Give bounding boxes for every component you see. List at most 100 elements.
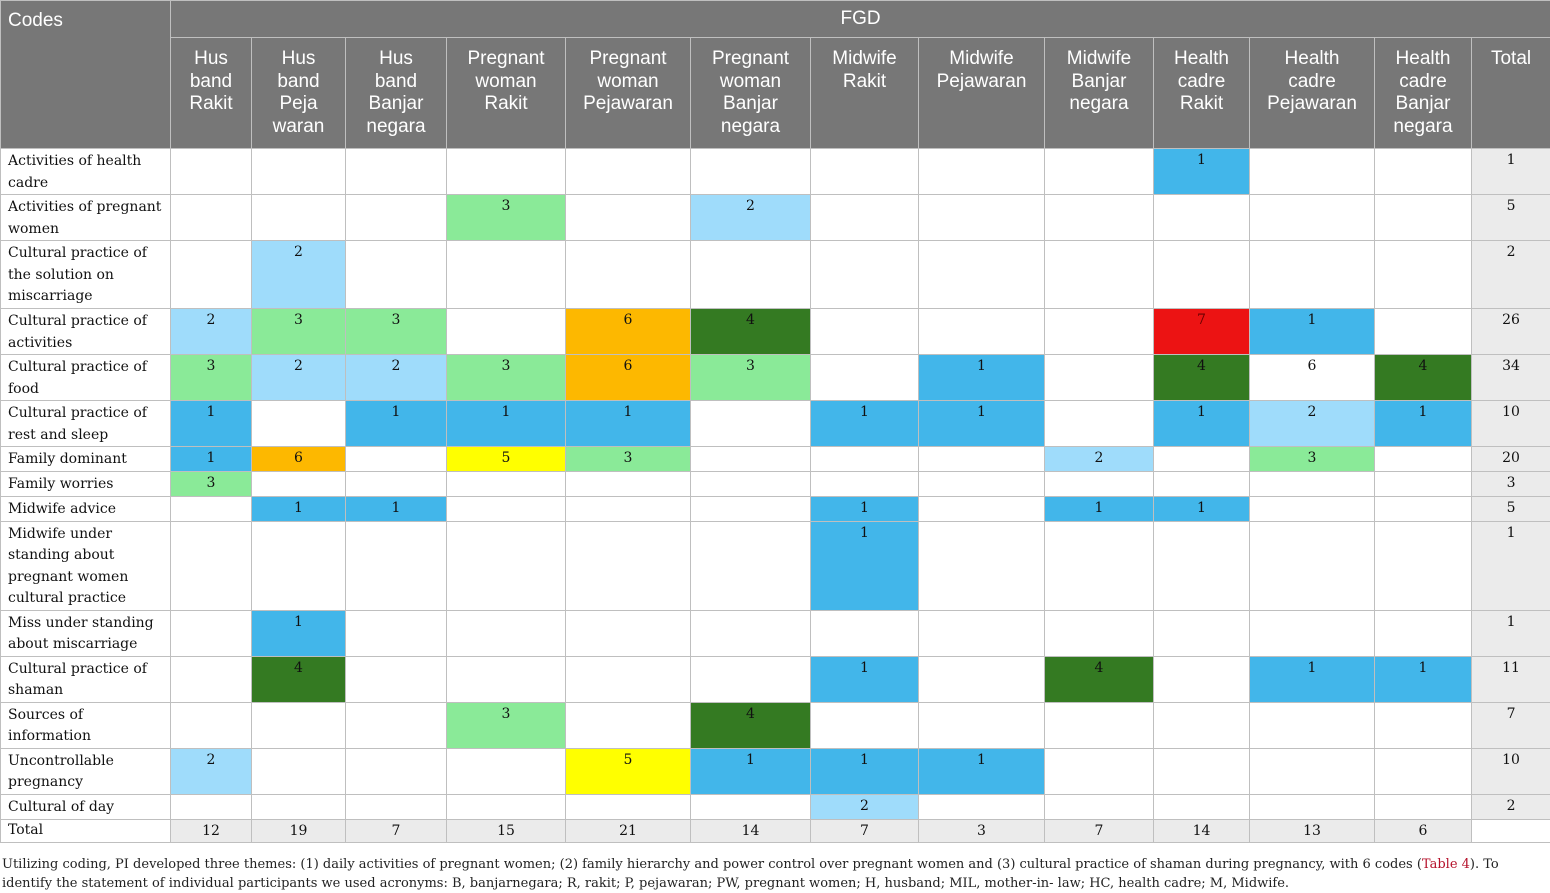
table-cell: 1	[171, 401, 252, 447]
table-cell	[919, 149, 1045, 195]
table-cell: 1	[346, 401, 447, 447]
table-cell	[566, 702, 691, 748]
table-cell	[566, 656, 691, 702]
row-code-label: Sources of information	[1, 702, 171, 748]
table-cell	[919, 610, 1045, 656]
row-total-cell: 1	[1472, 610, 1550, 656]
column-header-label: Midwife Rakit	[811, 48, 918, 93]
table-cell	[346, 241, 447, 309]
table-cell: 2	[811, 794, 919, 819]
table-cell	[171, 241, 252, 309]
table-cell: 4	[1045, 656, 1154, 702]
table-cell: 2	[346, 355, 447, 401]
table-cell: 1	[811, 496, 919, 521]
table-cell: 3	[447, 355, 566, 401]
table-cell	[566, 149, 691, 195]
table-cell	[252, 149, 346, 195]
table-cell: 2	[171, 748, 252, 794]
table-cell	[171, 656, 252, 702]
table-cell: 1	[1375, 656, 1472, 702]
table-cell	[1154, 447, 1250, 472]
table-4-link[interactable]: Table 4	[1422, 857, 1470, 872]
column-total-cell: 7	[1045, 819, 1154, 842]
table-cell	[1154, 610, 1250, 656]
table-cell: 4	[1375, 355, 1472, 401]
table-cell: 7	[1154, 309, 1250, 355]
table-cell	[691, 610, 811, 656]
table-cell	[1375, 472, 1472, 497]
table-cell: 1	[1375, 401, 1472, 447]
table-cell: 1	[811, 401, 919, 447]
table-cell	[1045, 355, 1154, 401]
table-cell	[1250, 702, 1375, 748]
table-cell: 3	[566, 447, 691, 472]
column-header-label: Health cadre Pejawaran	[1250, 48, 1374, 116]
table-cell	[1375, 496, 1472, 521]
table-cell: 6	[252, 447, 346, 472]
table-cell	[171, 610, 252, 656]
table-cell	[346, 702, 447, 748]
table-cell	[1045, 610, 1154, 656]
table-cell: 1	[811, 748, 919, 794]
table-cell: 2	[171, 309, 252, 355]
table-cell	[1375, 241, 1472, 309]
row-total-cell: 5	[1472, 496, 1550, 521]
row-code-label: Family dominant	[1, 447, 171, 472]
table-cell: 3	[252, 309, 346, 355]
table-cell	[171, 702, 252, 748]
table-cell	[811, 702, 919, 748]
table-cell	[171, 149, 252, 195]
table-cell	[919, 656, 1045, 702]
table-cell	[811, 355, 919, 401]
table-cell	[566, 521, 691, 610]
column-header-label: Hus band Peja waran	[252, 48, 345, 138]
row-code-label: Uncontrollable pregnancy	[1, 748, 171, 794]
table-cell	[566, 195, 691, 241]
table-cell	[919, 496, 1045, 521]
table-cell	[1375, 521, 1472, 610]
table-cell	[1045, 241, 1154, 309]
table-cell: 1	[566, 401, 691, 447]
table-cell	[691, 472, 811, 497]
table-cell	[1154, 241, 1250, 309]
table-cell: 6	[566, 355, 691, 401]
table-cell	[919, 794, 1045, 819]
table-cell	[691, 496, 811, 521]
row-total-cell: 34	[1472, 355, 1550, 401]
table-cell	[1045, 195, 1154, 241]
table-cell	[252, 195, 346, 241]
table-cell	[252, 521, 346, 610]
table-cell	[691, 794, 811, 819]
table-cell	[1250, 521, 1375, 610]
table-cell	[1250, 241, 1375, 309]
table-cell: 4	[691, 702, 811, 748]
column-header: Pregnant woman Banjar negara	[691, 38, 811, 149]
table-cell	[252, 401, 346, 447]
table-cell	[171, 496, 252, 521]
table-cell: 1	[1250, 309, 1375, 355]
row-total-cell: 1	[1472, 521, 1550, 610]
table-cell	[566, 496, 691, 521]
column-total-cell: 12	[171, 819, 252, 842]
column-header: Health cadre Banjar negara	[1375, 38, 1472, 149]
table-cell	[1154, 656, 1250, 702]
table-cell	[1375, 610, 1472, 656]
row-code-label: Cultural practice of food	[1, 355, 171, 401]
table-cell	[811, 241, 919, 309]
table-cell	[447, 472, 566, 497]
table-cell: 1	[919, 748, 1045, 794]
row-code-label: Cultural practice of activities	[1, 309, 171, 355]
table-cell: 1	[1154, 401, 1250, 447]
row-total-cell: 20	[1472, 447, 1550, 472]
table-cell	[346, 610, 447, 656]
row-code-label: Cultural of day	[1, 794, 171, 819]
row-total-cell: 2	[1472, 794, 1550, 819]
